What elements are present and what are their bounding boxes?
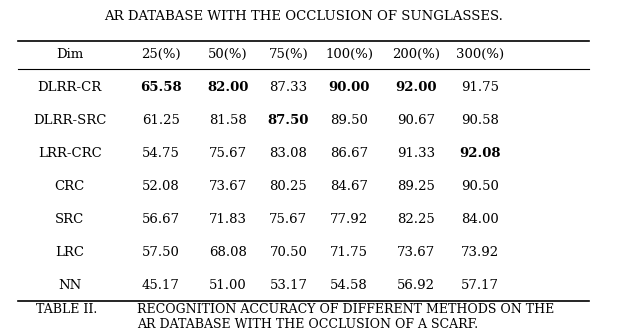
Text: RECOGNITION ACCURACY OF DIFFERENT METHODS ON THE: RECOGNITION ACCURACY OF DIFFERENT METHOD… <box>136 303 554 316</box>
Text: 89.50: 89.50 <box>330 114 368 127</box>
Text: 50(%): 50(%) <box>208 48 248 61</box>
Text: 84.00: 84.00 <box>461 213 499 226</box>
Text: AR DATABASE WITH THE OCCLUSION OF SUNGLASSES.: AR DATABASE WITH THE OCCLUSION OF SUNGLA… <box>104 10 503 23</box>
Text: 77.92: 77.92 <box>330 213 368 226</box>
Text: 92.00: 92.00 <box>395 81 436 94</box>
Text: 75(%): 75(%) <box>269 48 308 61</box>
Text: AR DATABASE WITH THE OCCLUSION OF A SCARF.: AR DATABASE WITH THE OCCLUSION OF A SCAR… <box>136 318 477 331</box>
Text: 90.50: 90.50 <box>461 180 499 193</box>
Text: 89.25: 89.25 <box>397 180 435 193</box>
Text: 100(%): 100(%) <box>325 48 373 61</box>
Text: 73.67: 73.67 <box>209 180 247 193</box>
Text: 73.67: 73.67 <box>397 246 435 259</box>
Text: 75.67: 75.67 <box>209 147 247 160</box>
Text: 87.50: 87.50 <box>268 114 309 127</box>
Text: 73.92: 73.92 <box>461 246 499 259</box>
Text: 52.08: 52.08 <box>142 180 180 193</box>
Text: 91.75: 91.75 <box>461 81 499 94</box>
Text: 83.08: 83.08 <box>269 147 307 160</box>
Text: 56.67: 56.67 <box>142 213 180 226</box>
Text: 82.25: 82.25 <box>397 213 435 226</box>
Text: LRR-CRC: LRR-CRC <box>38 147 102 160</box>
Text: 56.92: 56.92 <box>397 279 435 292</box>
Text: CRC: CRC <box>54 180 85 193</box>
Text: 90.58: 90.58 <box>461 114 499 127</box>
Text: 71.83: 71.83 <box>209 213 246 226</box>
Text: 90.67: 90.67 <box>397 114 435 127</box>
Text: 54.58: 54.58 <box>330 279 368 292</box>
Text: NN: NN <box>58 279 81 292</box>
Text: Dim: Dim <box>56 48 83 61</box>
Text: 45.17: 45.17 <box>142 279 180 292</box>
Text: 57.17: 57.17 <box>461 279 499 292</box>
Text: 84.67: 84.67 <box>330 180 368 193</box>
Text: 92.08: 92.08 <box>459 147 500 160</box>
Text: 71.75: 71.75 <box>330 246 368 259</box>
Text: 81.58: 81.58 <box>209 114 246 127</box>
Text: 25(%): 25(%) <box>141 48 180 61</box>
Text: 53.17: 53.17 <box>269 279 307 292</box>
Text: 200(%): 200(%) <box>392 48 440 61</box>
Text: 300(%): 300(%) <box>456 48 504 61</box>
Text: 51.00: 51.00 <box>209 279 246 292</box>
Text: 86.67: 86.67 <box>330 147 368 160</box>
Text: 65.58: 65.58 <box>140 81 182 94</box>
Text: SRC: SRC <box>55 213 84 226</box>
Text: DLRR-SRC: DLRR-SRC <box>33 114 106 127</box>
Text: 91.33: 91.33 <box>397 147 435 160</box>
Text: 90.00: 90.00 <box>328 81 370 94</box>
Text: 61.25: 61.25 <box>142 114 180 127</box>
Text: LRC: LRC <box>55 246 84 259</box>
Text: 57.50: 57.50 <box>142 246 180 259</box>
Text: DLRR-CR: DLRR-CR <box>38 81 102 94</box>
Text: 82.00: 82.00 <box>207 81 248 94</box>
Text: 70.50: 70.50 <box>269 246 307 259</box>
Text: 87.33: 87.33 <box>269 81 307 94</box>
Text: TABLE II.: TABLE II. <box>36 303 98 316</box>
Text: 75.67: 75.67 <box>269 213 307 226</box>
Text: 80.25: 80.25 <box>269 180 307 193</box>
Text: 68.08: 68.08 <box>209 246 246 259</box>
Text: 54.75: 54.75 <box>142 147 180 160</box>
